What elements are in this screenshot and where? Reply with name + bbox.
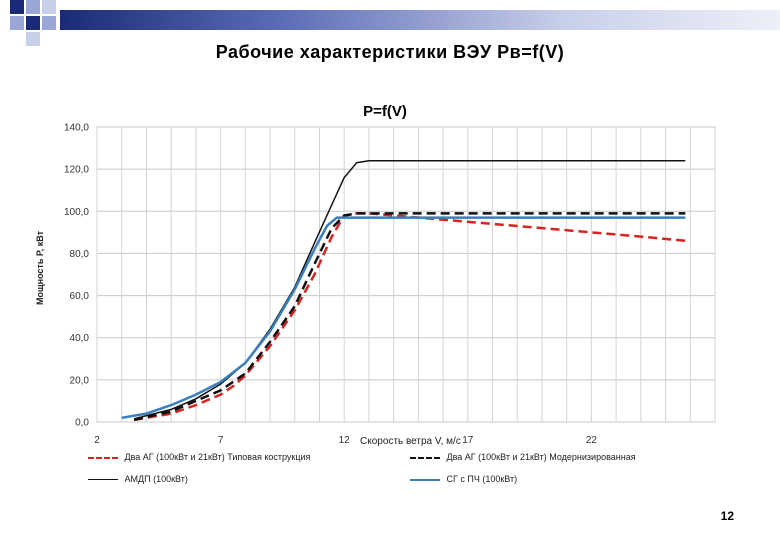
y-tick-label: 100,0 xyxy=(64,207,89,218)
legend-item-modernized: Два АГ (100кВт и 21кВт) Модернизированна… xyxy=(410,452,636,462)
y-tick-label: 40,0 xyxy=(70,333,90,344)
legend-item-typical: Два АГ (100кВт и 21кВт) Типовая кострукц… xyxy=(88,452,310,462)
legend-label: Два АГ (100кВт и 21кВт) Типовая кострукц… xyxy=(124,452,311,462)
legend-label: Два АГ (100кВт и 21кВт) Модернизированна… xyxy=(446,452,636,462)
y-tick-label: 120,0 xyxy=(64,165,89,176)
header-gradient-bar xyxy=(60,10,780,30)
x-tick-label: 2 xyxy=(94,435,100,446)
page-number: 12 xyxy=(720,509,734,523)
legend-swatch-black-dashed xyxy=(410,456,440,459)
legend-swatch-blue-solid xyxy=(410,478,440,481)
x-tick-label: 7 xyxy=(218,435,224,446)
legend-swatch-black-solid xyxy=(88,479,118,481)
plot-area-border xyxy=(96,126,716,423)
x-axis-label: Скорость ветра V, м/с xyxy=(360,436,461,447)
series-line-amdp xyxy=(133,159,686,420)
y-tick-label: 0,0 xyxy=(75,418,89,429)
y-tick-label: 20,0 xyxy=(70,375,90,386)
x-tick-label: 12 xyxy=(339,435,351,446)
series-line-sg-pch xyxy=(121,216,686,420)
legend-label: СГ с ПЧ (100кВт) xyxy=(446,474,518,484)
series-line-typical xyxy=(133,212,686,422)
y-tick-label: 140,0 xyxy=(64,123,89,134)
chart-title: P=f(V) xyxy=(363,103,407,120)
legend-swatch-red-dashed xyxy=(88,456,118,459)
x-tick-label: 17 xyxy=(462,435,474,446)
legend-label: АМДП (100кВт) xyxy=(124,474,188,484)
slide-title: Рабочие характеристики ВЭУ Pв=f(V) xyxy=(215,42,565,62)
series-line-modernized xyxy=(133,212,686,422)
y-tick-label: 60,0 xyxy=(70,291,90,302)
slide-decoration xyxy=(10,0,56,46)
y-tick-label: 80,0 xyxy=(70,249,90,260)
x-tick-label: 22 xyxy=(586,435,598,446)
legend-item-amdp: АМДП (100кВт) xyxy=(88,474,188,484)
legend-item-sg-pch: СГ с ПЧ (100кВт) xyxy=(410,474,517,484)
